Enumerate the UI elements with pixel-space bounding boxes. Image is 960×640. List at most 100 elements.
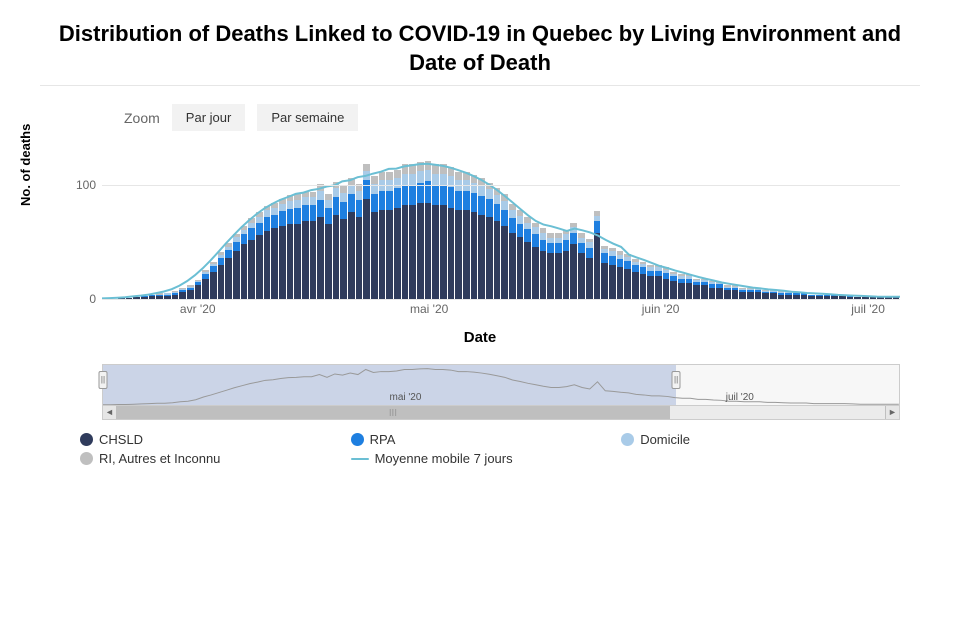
bar-col[interactable]	[678, 274, 685, 299]
legend-label: Domicile	[640, 432, 690, 447]
bar-col[interactable]	[655, 265, 662, 299]
bar-col[interactable]	[762, 290, 769, 299]
bar-col[interactable]	[271, 203, 278, 299]
bar-col[interactable]	[547, 233, 554, 299]
bar-col[interactable]	[601, 246, 608, 300]
navigator[interactable]: ◄ ► ||||mai '20juil '20	[102, 364, 900, 420]
bar-col[interactable]	[632, 259, 639, 299]
bar-col[interactable]	[279, 199, 286, 300]
bar-col[interactable]	[371, 176, 378, 299]
bar-col[interactable]	[394, 170, 401, 299]
bar-col[interactable]	[693, 279, 700, 300]
bar-col[interactable]	[248, 218, 255, 299]
bar-col[interactable]	[302, 192, 309, 299]
bar-col[interactable]	[463, 172, 470, 299]
bar-col[interactable]	[340, 186, 347, 299]
bar-col[interactable]	[563, 230, 570, 300]
legend-item-RI[interactable]: RI, Autres et Inconnu	[80, 449, 351, 468]
bar-col[interactable]	[486, 183, 493, 300]
bar-col[interactable]	[425, 161, 432, 299]
bar-col[interactable]	[379, 172, 386, 299]
legend-item-Domicile[interactable]: Domicile	[621, 430, 892, 449]
bar-col[interactable]	[578, 233, 585, 299]
legend-item-RPA[interactable]: RPA	[351, 430, 622, 449]
bar-col[interactable]	[325, 194, 332, 299]
bar-col[interactable]	[747, 288, 754, 299]
bar-col[interactable]	[386, 172, 393, 299]
bar-col[interactable]	[670, 272, 677, 299]
bar-col[interactable]	[195, 280, 202, 299]
bar-col[interactable]	[701, 279, 708, 300]
bar-col[interactable]	[716, 282, 723, 299]
bar-col[interactable]	[494, 188, 501, 299]
bar-col[interactable]	[570, 223, 577, 300]
bar-col[interactable]	[609, 248, 616, 299]
bar-col[interactable]	[524, 217, 531, 299]
bar-col[interactable]	[785, 292, 792, 299]
bar-col[interactable]	[455, 172, 462, 299]
bar-col[interactable]	[801, 292, 808, 299]
bar-col[interactable]	[241, 226, 248, 299]
bar-col[interactable]	[724, 285, 731, 299]
bar-col[interactable]	[663, 267, 670, 299]
bar-col[interactable]	[686, 274, 693, 299]
bar-col[interactable]	[448, 167, 455, 300]
bar-col[interactable]	[594, 211, 601, 299]
plot-area[interactable]: avr '20mai '20juin '20juil '20 0100	[102, 139, 900, 319]
bar-col[interactable]	[210, 262, 217, 300]
bar-col[interactable]	[310, 192, 317, 299]
navigator-handle[interactable]: ||	[672, 371, 681, 389]
navigator-scrollbar[interactable]: ◄ ►	[103, 405, 899, 419]
zoom-button-day[interactable]: Par jour	[172, 104, 246, 131]
bar-col[interactable]	[478, 178, 485, 299]
scroll-thumb[interactable]	[117, 406, 670, 419]
bar-col[interactable]	[348, 178, 355, 299]
scroll-track[interactable]	[117, 406, 885, 419]
bar-col[interactable]	[509, 204, 516, 299]
bar-col[interactable]	[532, 223, 539, 300]
legend-label: RI, Autres et Inconnu	[99, 451, 220, 466]
bar-col[interactable]	[517, 210, 524, 299]
bar-col[interactable]	[264, 206, 271, 300]
bar-col[interactable]	[333, 182, 340, 300]
bar-col[interactable]	[225, 243, 232, 299]
bar-col[interactable]	[417, 162, 424, 299]
bar-col[interactable]	[640, 262, 647, 300]
bar-col[interactable]	[624, 254, 631, 300]
bar-col[interactable]	[770, 290, 777, 299]
scroll-right-button[interactable]: ►	[885, 406, 899, 419]
bar-col[interactable]	[287, 195, 294, 299]
bar-col[interactable]	[778, 291, 785, 299]
bar-col[interactable]	[179, 288, 186, 299]
bar-col[interactable]	[647, 265, 654, 299]
bar-col[interactable]	[732, 285, 739, 299]
bar-col[interactable]	[555, 233, 562, 299]
bar-col[interactable]	[709, 281, 716, 299]
bar-col[interactable]	[202, 270, 209, 300]
xaxis-title: Date	[40, 329, 920, 346]
zoom-button-week[interactable]: Par semaine	[257, 104, 358, 131]
bar-col[interactable]	[793, 292, 800, 299]
legend-item-CHSLD[interactable]: CHSLD	[80, 430, 351, 449]
bar-col[interactable]	[755, 288, 762, 299]
bar-col[interactable]	[356, 184, 363, 299]
bar-col[interactable]	[540, 228, 547, 299]
bar-col[interactable]	[172, 291, 179, 299]
bar-col[interactable]	[739, 288, 746, 299]
legend-item-line[interactable]: Moyenne mobile 7 jours	[351, 449, 622, 468]
bar-col[interactable]	[317, 184, 324, 299]
bar-col[interactable]	[256, 212, 263, 299]
bar-col[interactable]	[294, 194, 301, 299]
bar-col[interactable]	[218, 252, 225, 299]
bar-col[interactable]	[501, 194, 508, 299]
bar-col[interactable]	[233, 234, 240, 299]
zoom-label: Zoom	[124, 110, 160, 126]
bar-col[interactable]	[187, 285, 194, 299]
navigator-handle[interactable]: ||	[99, 371, 108, 389]
ytick: 100	[76, 178, 96, 192]
bar-col[interactable]	[471, 175, 478, 300]
scroll-left-button[interactable]: ◄	[103, 406, 117, 419]
bar-col[interactable]	[617, 251, 624, 299]
legend-swatch	[80, 452, 93, 465]
bar-col[interactable]	[586, 239, 593, 300]
